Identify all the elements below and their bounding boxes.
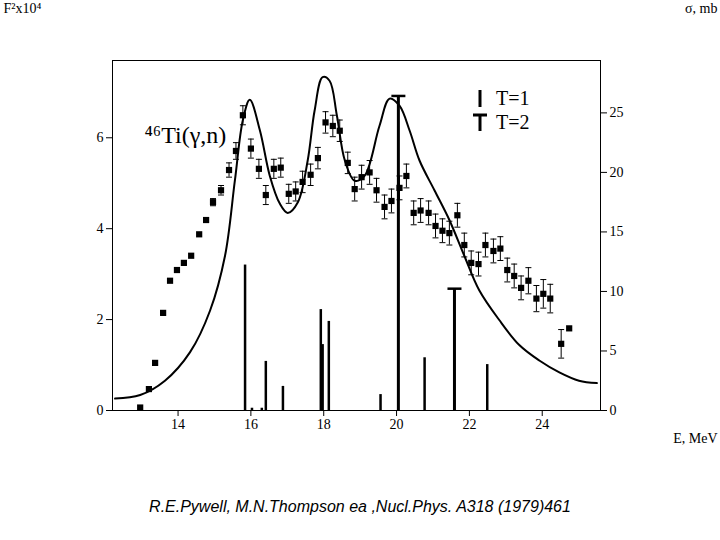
svg-text:F²x10⁴: F²x10⁴	[4, 1, 42, 16]
svg-text:22: 22	[462, 417, 476, 432]
html-text:T=2: T=2	[496, 111, 530, 133]
svg-text:20: 20	[610, 165, 624, 180]
svg-text:4: 4	[97, 221, 104, 236]
svg-text:16: 16	[244, 417, 258, 432]
svg-text:14: 14	[171, 417, 185, 432]
svg-text:24: 24	[535, 417, 549, 432]
svg-text:20: 20	[390, 417, 404, 432]
svg-text:10: 10	[610, 284, 624, 299]
svg-text:0: 0	[97, 403, 104, 418]
html-text:R.E.Pywell, M.N.Thompson ea ,N: R.E.Pywell, M.N.Thompson ea ,Nucl.Phys. …	[149, 498, 571, 515]
svg-text:5: 5	[610, 343, 617, 358]
html-text:T=1: T=1	[496, 87, 530, 109]
svg-text:E, MeV: E, MeV	[673, 431, 717, 446]
svg-text:6: 6	[97, 130, 104, 145]
svg-text:⁴⁶Ti(γ,n): ⁴⁶Ti(γ,n)	[145, 122, 227, 148]
svg-text:15: 15	[610, 224, 624, 239]
svg-text:2: 2	[97, 312, 104, 327]
svg-text:25: 25	[610, 105, 624, 120]
svg-text:0: 0	[610, 403, 617, 418]
svg-text:18: 18	[317, 417, 331, 432]
svg-text:σ, mb: σ, mb	[685, 1, 717, 16]
